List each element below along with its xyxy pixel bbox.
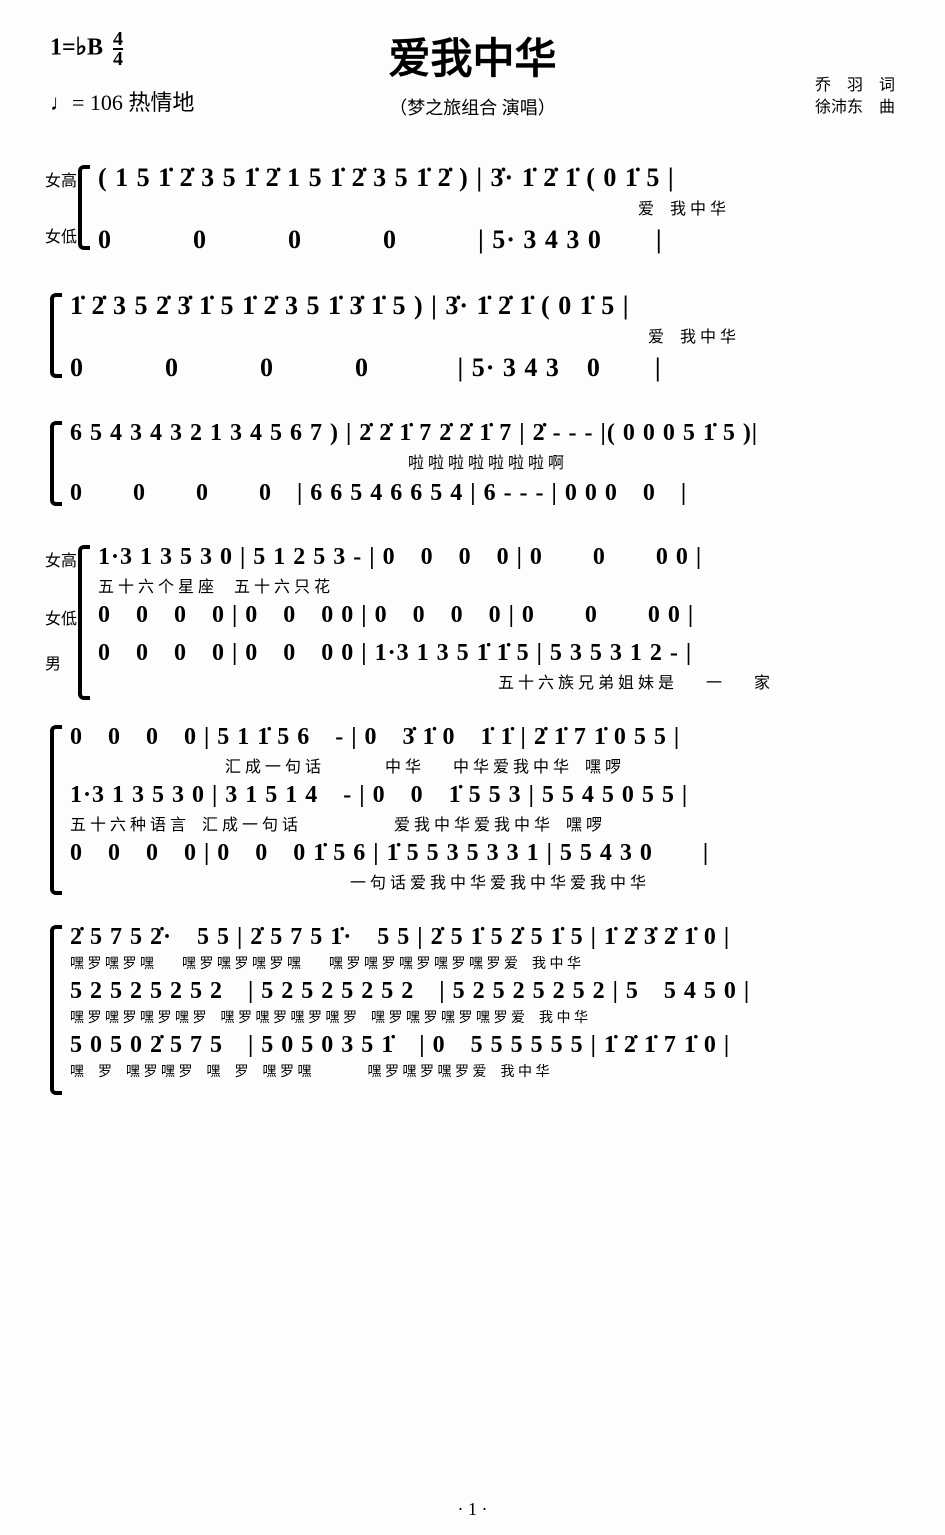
part-label-sop-4: 女高: [45, 547, 77, 571]
system-1: 女高 ( 1 5 1̇ 2̇ 3 5 1̇ 2̇ 1 5 1̇ 2̇ 3 5 1…: [50, 165, 895, 253]
part-label-alto-4: 女低: [45, 605, 77, 629]
sop-lyrics-5: 汇 成 一 句 话 中 华 中 华 爱 我 中 华 嘿 啰: [70, 753, 895, 777]
alto-lyrics-5: 五 十 六 种 语 言 汇 成 一 句 话 爱 我 中 华 爱 我 中 华 嘿 …: [70, 811, 895, 835]
sop-notes-4: 1·3 1 3 5 3 0 | 5 1 2 5 3 - | 0 0 0 0 | …: [98, 545, 895, 569]
sop-lyrics-6: 嘿 罗 嘿 罗 嘿 嘿 罗 嘿 罗 嘿 罗 嘿 嘿 罗 嘿 罗 嘿 罗 嘿 罗 …: [70, 953, 895, 973]
male-lyrics-6: 嘿 罗 嘿 罗 嘿 罗 嘿 罗 嘿 罗 嘿 嘿 罗 嘿 罗 嘿 罗 爱 我 中 …: [70, 1061, 895, 1081]
sop-notes-2: 1̇ 2̇ 3 5 2̇ 3̇ 1̇ 5 1̇ 2̇ 3 5 1̇ 3̇ 1̇ …: [70, 293, 895, 319]
alto-notes-6: 5 2 5 2 5 2 5 2 | 5 2 5 2 5 2 5 2 | 5 2 …: [70, 979, 895, 1003]
composer: 徐沛东 曲: [815, 97, 895, 119]
male-lyrics-5: 一 句 话 爱 我 中 华 爱 我 中 华 爱 我 中 华: [70, 869, 895, 893]
sop-notes-5: 0 0 0 0 | 5 1 1̇ 5 6 - | 0 3̇ 1̇ 0 1̇ 1̇…: [70, 725, 895, 749]
system-4: 女高 1·3 1 3 5 3 0 | 5 1 2 5 3 - | 0 0 0 0…: [50, 545, 895, 693]
sop-lyrics-1: 爱 我 中 华: [98, 195, 895, 219]
system-3: 6 5 4 3 4 3 2 1 3 4 5 6 7 ) | 2̇ 2̇ 1̇ 7…: [50, 421, 895, 505]
sop-notes-1: ( 1 5 1̇ 2̇ 3 5 1̇ 2̇ 1 5 1̇ 2̇ 3 5 1̇ 2…: [98, 165, 895, 191]
alto-lyrics-6: 嘿 罗 嘿 罗 嘿 罗 嘿 罗 嘿 罗 嘿 罗 嘿 罗 嘿 罗 嘿 罗 嘿 罗 …: [70, 1007, 895, 1027]
bracket-icon: [78, 165, 90, 250]
alto-notes-4: 0 0 0 0 | 0 0 0 0 | 0 0 0 0 | 0 0 0 0 |: [98, 603, 895, 627]
key-signature: 1=♭B 4 4: [50, 30, 123, 68]
bracket-icon: [50, 925, 62, 1095]
part-label-alto: 女低: [45, 223, 77, 247]
tempo-marking: ♩= 106 热情地: [50, 85, 194, 117]
male-notes-6: 5 0 5 0 2̇ 5 7 5 | 5 0 5 0 3 5 1̇ | 0 5 …: [70, 1033, 895, 1057]
sop-notes-3: 6 5 4 3 4 3 2 1 3 4 5 6 7 ) | 2̇ 2̇ 1̇ 7…: [70, 421, 895, 445]
alto-notes-5: 1·3 1 3 5 3 0 | 3 1 5 1 4 - | 0 0 1̇ 5 5…: [70, 783, 895, 807]
bracket-icon: [50, 725, 62, 895]
system-2: 1̇ 2̇ 3 5 2̇ 3̇ 1̇ 5 1̇ 2̇ 3 5 1̇ 3̇ 1̇ …: [50, 293, 895, 381]
sop-notes-6: 2̇ 5 7 5 2̇· 5 5 | 2̇ 5 7 5 1̇· 5 5 | 2̇…: [70, 925, 895, 949]
sop-lyrics-3: 啦 啦 啦 啦 啦 啦 啦 啊: [98, 449, 895, 473]
bracket-icon: [50, 293, 62, 378]
part-label-male-4: 男: [45, 650, 61, 674]
page-number: · 1 ·: [0, 1499, 945, 1520]
bracket-icon: [50, 421, 62, 506]
bracket-icon: [78, 545, 90, 700]
system-6: 2̇ 5 7 5 2̇· 5 5 | 2̇ 5 7 5 1̇· 5 5 | 2̇…: [50, 925, 895, 1081]
credits: 乔 羽 词 徐沛东 曲: [815, 75, 895, 120]
lyricist: 乔 羽 词: [815, 75, 895, 97]
part-label-sop: 女高: [45, 167, 77, 191]
sop-lyrics-4: 五 十 六 个 星 座 五 十 六 只 花: [98, 573, 895, 597]
key-text: 1=♭B: [50, 35, 103, 61]
male-lyrics-4: 五 十 六 族 兄 弟 姐 妹 是 一 家: [98, 669, 895, 693]
alto-notes-3: 0 0 0 0 | 6 6 5 4 6 6 5 4 | 6 - - - | 0 …: [70, 481, 895, 505]
song-title: 爱我中华: [50, 25, 895, 86]
system-5: 0 0 0 0 | 5 1 1̇ 5 6 - | 0 3̇ 1̇ 0 1̇ 1̇…: [50, 725, 895, 893]
time-signature: 4 4: [113, 30, 123, 68]
alto-notes-2: 0 0 0 0 | 5· 3 4 3 0 |: [70, 355, 895, 381]
male-notes-5: 0 0 0 0 | 0 0 0 1̇ 5 6 | 1̇ 5 5 3 5 3 3 …: [70, 841, 895, 865]
sop-lyrics-2: 爱 我 中 华: [98, 323, 895, 347]
alto-notes-1: 0 0 0 0 | 5· 3 4 3 0 |: [98, 227, 895, 253]
male-notes-4: 0 0 0 0 | 0 0 0 0 | 1·3 1 3 5 1̇ 1̇ 5 | …: [98, 641, 895, 665]
